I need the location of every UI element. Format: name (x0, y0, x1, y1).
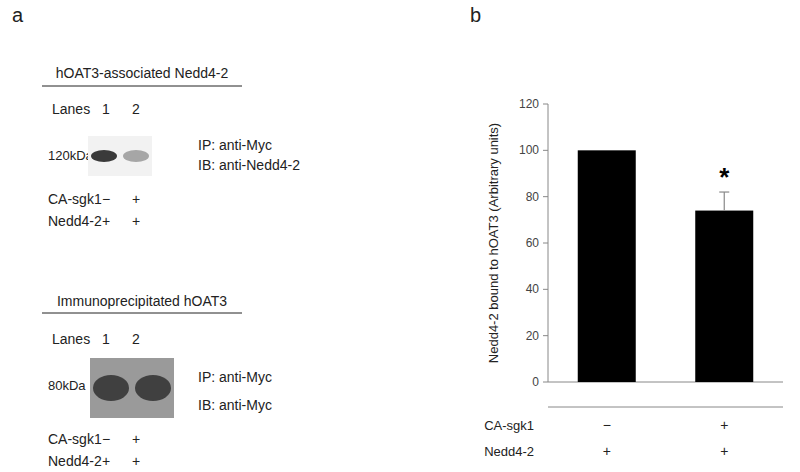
y-tick (543, 289, 548, 290)
condition-value: + (132, 191, 140, 207)
y-tick (543, 382, 548, 383)
blot-band (93, 375, 129, 401)
figure: a b hOAT3-associated Nedd4-2 Lanes 1 2 120kDa I… (0, 0, 800, 472)
condition-label: Nedd4-2 (48, 453, 102, 469)
y-tick-label: 80 (526, 190, 540, 204)
ip-label: IP: anti-Myc (198, 137, 272, 153)
error-stem (724, 192, 725, 211)
title-underline (42, 313, 242, 314)
condition-value: + (720, 417, 728, 433)
y-tick-label: 20 (526, 329, 540, 343)
condition-label: CA-sgk1 (484, 418, 534, 433)
condition-label: CA-sgk1 (48, 191, 102, 207)
bars (578, 150, 754, 382)
condition-value: + (132, 453, 140, 469)
y-tick (543, 150, 548, 151)
condition-value: + (102, 213, 110, 229)
title-underline (42, 86, 242, 87)
condition-value: + (102, 453, 110, 469)
y-tick-label: 120 (519, 97, 539, 111)
bar (695, 211, 753, 382)
lane-number: 2 (132, 101, 140, 117)
condition-label: Nedd4-2 (48, 213, 102, 229)
ip-label: IP: anti-Myc (198, 369, 272, 385)
condition-value: + (132, 213, 140, 229)
size-marker: 120kDa (48, 148, 94, 163)
blot-background (88, 136, 152, 176)
blot-background (90, 358, 174, 418)
y-tick-label: 60 (526, 236, 540, 250)
blot-band (135, 375, 171, 401)
y-tick-label: 40 (526, 282, 540, 296)
table-line (548, 407, 783, 408)
blot-band (123, 150, 149, 162)
ib-label: IB: anti-Myc (198, 397, 272, 413)
lane-number: 2 (132, 331, 140, 347)
blot-title: Immunoprecipitated hOAT3 (57, 293, 227, 309)
y-tick (543, 243, 548, 244)
y-tick-label: 100 (519, 143, 539, 157)
lanes-label: Lanes (52, 101, 90, 117)
bar (578, 150, 636, 382)
size-marker: 80kDa (48, 378, 86, 393)
y-axis-label: Nedd4-2 bound to hOAT3 (Arbitrary units) (486, 123, 501, 363)
condition-value: − (102, 431, 110, 447)
y-tick (543, 104, 548, 105)
lanes-label: Lanes (52, 331, 90, 347)
ib-label: IB: anti-Nedd4-2 (198, 157, 300, 173)
blot-title: hOAT3-associated Nedd4-2 (56, 65, 229, 81)
panel-label: b (470, 4, 481, 26)
condition-label: Nedd4-2 (484, 444, 534, 459)
y-tick-label: 0 (532, 375, 539, 389)
lane-number: 1 (102, 101, 110, 117)
condition-value: + (720, 443, 728, 459)
panel-label: a (12, 4, 24, 26)
y-tick (543, 335, 548, 336)
condition-value: − (603, 417, 611, 433)
significance-marker: * (719, 162, 730, 192)
condition-value: + (603, 443, 611, 459)
condition-value: − (102, 191, 110, 207)
lane-number: 1 (102, 331, 110, 347)
condition-value: + (132, 431, 140, 447)
error-bar (719, 192, 729, 211)
y-tick (543, 196, 548, 197)
blot-band (91, 150, 117, 162)
condition-label: CA-sgk1 (48, 431, 102, 447)
